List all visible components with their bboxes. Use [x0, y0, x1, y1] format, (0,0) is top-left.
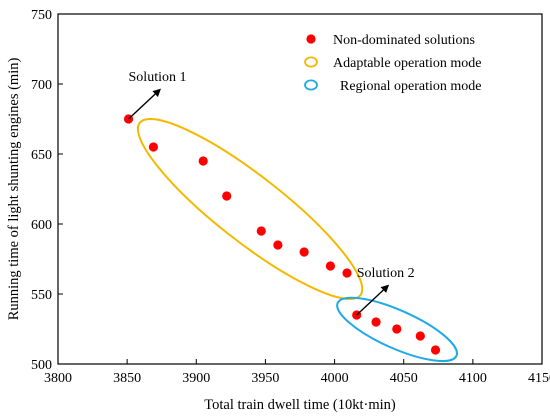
annotations: Solution 1 Solution 2: [128, 70, 415, 316]
adaptable-mode-ellipse: [136, 117, 364, 301]
y-tick-label: 550: [31, 288, 52, 303]
x-tick-label: 4150: [528, 371, 550, 386]
y-axis-title: Running time of light shunting engines (…: [6, 58, 22, 321]
x-tick-label: 4050: [390, 371, 418, 386]
legend-item-adaptable: Adaptable operation mode: [304, 56, 482, 71]
x-tick-label: 3950: [251, 371, 279, 386]
x-tick-label: 3900: [182, 371, 210, 386]
y-axis-ticks: 500 550 600 650 700 750: [31, 8, 63, 373]
data-point: [299, 247, 309, 257]
legend-label-adaptable: Adaptable operation mode: [333, 56, 482, 71]
annotation-arrow: [356, 284, 390, 316]
region-ellipses: [136, 117, 458, 363]
regional-mode-ellipse: [336, 296, 458, 363]
annotation-solution-1-label: Solution 1: [129, 70, 187, 85]
data-point: [273, 240, 283, 250]
data-point: [392, 324, 402, 334]
x-tick-label: 3800: [44, 371, 72, 386]
legend-item-non-dominated: Non-dominated solutions: [306, 33, 475, 48]
data-point: [371, 317, 381, 327]
legend-item-regional: Regional operation mode: [304, 79, 482, 94]
annotation-solution-2: Solution 2: [356, 266, 415, 316]
data-point: [198, 156, 208, 166]
legend-marker-regional-ellipse: [304, 79, 318, 91]
data-point: [256, 226, 266, 236]
x-axis-ticks: 3800 3850 3900 3950 4000 4050 4100 4150: [44, 359, 550, 386]
legend-label-regional: Regional operation mode: [340, 79, 482, 94]
x-axis-title: Total train dwell time (10kt·min): [204, 397, 396, 413]
data-point: [325, 261, 336, 271]
y-tick-label: 650: [31, 148, 52, 163]
y-tick-label: 500: [31, 358, 52, 373]
legend-marker-dot: [306, 34, 316, 44]
x-tick-label: 4100: [459, 371, 487, 386]
x-tick-label: 3850: [113, 371, 141, 386]
annotation-solution-1: Solution 1: [128, 70, 187, 120]
data-point: [342, 268, 352, 278]
y-tick-label: 750: [31, 8, 52, 23]
x-tick-label: 4000: [321, 371, 349, 386]
legend-marker-adaptable-ellipse: [304, 56, 318, 68]
y-tick-label: 600: [31, 218, 52, 233]
legend-label-non-dominated: Non-dominated solutions: [333, 33, 475, 48]
annotation-arrow: [128, 88, 161, 120]
data-point: [415, 331, 425, 341]
y-tick-label: 700: [31, 78, 52, 93]
data-point: [430, 345, 441, 355]
legend: Non-dominated solutions Adaptable operat…: [304, 33, 482, 94]
data-points: [123, 114, 441, 355]
data-point: [148, 142, 159, 152]
data-point: [222, 191, 232, 201]
plot-area-frame: [57, 13, 543, 365]
annotation-solution-2-label: Solution 2: [357, 266, 415, 281]
